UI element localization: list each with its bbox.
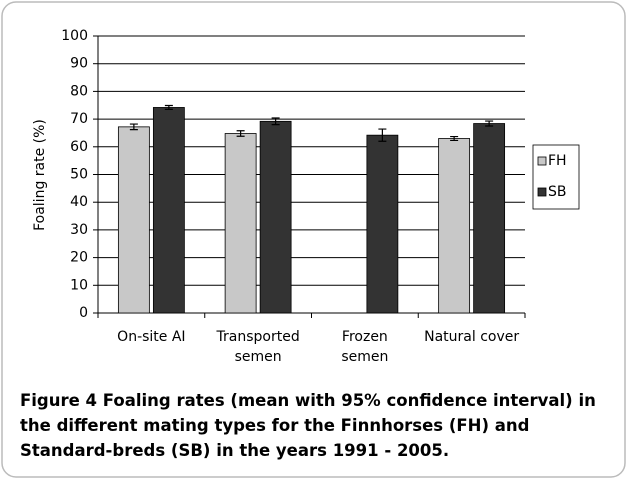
- y-tick-label: 40: [70, 194, 88, 210]
- legend-swatch: [537, 156, 547, 166]
- bar: [259, 120, 292, 314]
- y-tick-label: 50: [70, 167, 88, 183]
- y-tick-label: 10: [70, 277, 88, 293]
- bar: [366, 134, 399, 314]
- y-tick-label: 100: [61, 28, 88, 44]
- y-tick-label: 20: [70, 250, 88, 266]
- y-tick-label: 30: [70, 222, 88, 238]
- caption-label: Figure 4: [20, 391, 98, 410]
- y-axis-label: Foaling rate (%): [32, 119, 48, 231]
- error-bar: [236, 130, 245, 137]
- legend-label: FH: [548, 153, 567, 169]
- y-tick-label: 70: [70, 111, 88, 127]
- bar: [152, 107, 185, 314]
- y-tick-label: 80: [70, 83, 88, 99]
- bar: [473, 123, 506, 314]
- error-bar: [164, 104, 173, 111]
- bar: [224, 133, 257, 314]
- y-tick-label: 90: [70, 56, 88, 72]
- error-bar: [129, 123, 138, 131]
- caption: Figure 4 Foaling rates (mean with 95% co…: [20, 388, 616, 463]
- error-bar: [450, 135, 459, 142]
- y-tick-label: 60: [70, 139, 88, 155]
- caption-text: Foaling rates (mean with 95% confidence …: [20, 391, 596, 460]
- x-tick-label: Frozen semen: [341, 329, 389, 365]
- error-bar: [378, 128, 387, 142]
- bar: [438, 138, 471, 314]
- x-tick-label: Natural cover: [424, 329, 520, 345]
- legend-label: SB: [548, 184, 567, 200]
- legend-box: [532, 144, 580, 210]
- error-bar: [485, 120, 494, 127]
- legend-swatch: [537, 187, 547, 197]
- x-tick-label: Transported semen: [216, 329, 300, 365]
- x-tick-label: On-site AI: [117, 329, 186, 345]
- y-tick-label: 0: [79, 305, 88, 321]
- error-bar: [271, 117, 280, 126]
- bar: [117, 126, 150, 314]
